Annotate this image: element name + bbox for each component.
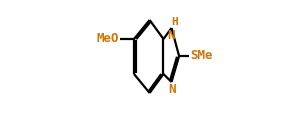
Text: MeO: MeO xyxy=(97,32,119,45)
Text: N: N xyxy=(167,29,175,42)
Text: H: H xyxy=(171,17,178,27)
Text: N: N xyxy=(168,83,175,96)
Text: SMe: SMe xyxy=(190,49,212,62)
